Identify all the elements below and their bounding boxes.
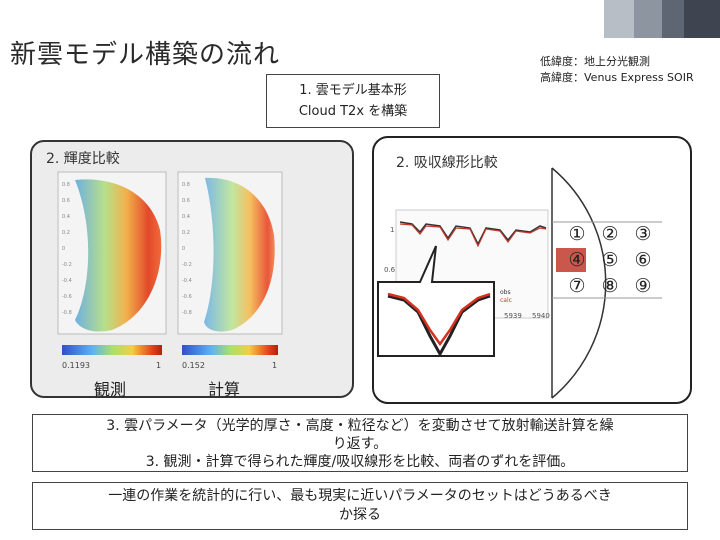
svg-text:-0.4: -0.4: [62, 278, 72, 284]
calc-y-ticks: 0.8 0.6 0.4 0.2 0 -0.2 -0.4 -0.6 -0.8: [182, 182, 192, 316]
note-low-latitude: 低緯度：地上分光観測: [540, 55, 650, 68]
step4-line1: 一連の作業を統計的に行い、最も現実に近いパラメータのセットはどうあるべき: [108, 488, 612, 504]
caption-calculation: 計算: [208, 380, 241, 399]
step1-box: 1. 雲モデル基本形 Cloud T2x を構築: [266, 74, 440, 128]
region-3[interactable]: ③: [634, 223, 652, 245]
spectrum-tick-1: 1: [390, 226, 394, 234]
obs-cbar-max: 1: [156, 361, 161, 370]
obs-y-ticks: 0.8 0.6 0.4 0.2 0 -0.2 -0.4 -0.6 -0.8: [62, 182, 72, 316]
step3-box: 3. 雲パラメータ（光学的厚さ・高度・粒径など）を変動させて放射輸送計算を繰 り…: [32, 414, 688, 472]
step3-line2: り返す。: [332, 436, 388, 452]
region-2[interactable]: ②: [601, 223, 619, 245]
svg-text:-0.2: -0.2: [182, 262, 192, 268]
region-grid: ① ② ③ ④ ⑤ ⑥ ⑦ ⑧ ⑨: [562, 222, 658, 298]
svg-text:-0.8: -0.8: [62, 310, 72, 316]
calc-colorbar: [182, 345, 278, 355]
svg-text:0.8: 0.8: [62, 182, 70, 188]
page-title: 新雲モデル構築の流れ: [10, 40, 281, 70]
svg-text:0: 0: [62, 246, 65, 252]
zoom-callout: [377, 245, 495, 357]
spectrum-tick-06: 0.6: [384, 266, 396, 274]
svg-text:-0.4: -0.4: [182, 278, 192, 284]
legend-obs: obs: [500, 289, 511, 296]
step1-line2: Cloud T2x を構築: [298, 104, 408, 119]
note-high-latitude: 高緯度：Venus Express SOIR: [540, 71, 694, 84]
region-9[interactable]: ⑨: [634, 275, 652, 297]
region-5[interactable]: ⑤: [601, 249, 619, 271]
svg-text:0.4: 0.4: [62, 214, 70, 220]
region-4[interactable]: ④: [568, 249, 586, 271]
zoom-calc-line: [387, 292, 491, 347]
header-bar: [0, 0, 720, 38]
svg-text:-0.6: -0.6: [182, 294, 192, 300]
spectrum-obs-line: [399, 221, 547, 246]
region-8[interactable]: ⑧: [601, 275, 619, 297]
legend-calc: calc: [500, 297, 512, 304]
spectrum-calc-line: [399, 223, 547, 248]
obs-colorbar: [62, 345, 162, 355]
calc-cbar-max: 1: [272, 361, 277, 370]
spectrum-xtick-2: 5940: [532, 312, 550, 320]
selected-cell-highlight: [556, 248, 586, 272]
caption-observation: 観測: [94, 380, 127, 399]
region-7[interactable]: ⑦: [568, 275, 586, 297]
brightness-label: 2. 輝度比較: [46, 151, 120, 167]
zoom-obs-line: [387, 294, 491, 358]
svg-text:0.4: 0.4: [182, 214, 190, 220]
venus-half-disk: [551, 167, 607, 399]
step4-line2: か探る: [339, 507, 381, 523]
svg-text:0.2: 0.2: [182, 230, 190, 236]
svg-text:0.6: 0.6: [182, 198, 190, 204]
svg-text:0.2: 0.2: [62, 230, 70, 236]
svg-text:-0.2: -0.2: [62, 262, 72, 268]
svg-text:0.8: 0.8: [182, 182, 190, 188]
svg-text:-0.8: -0.8: [182, 310, 192, 316]
obs-venus-disk: [75, 179, 162, 332]
calc-cbar-min: 0.152: [182, 361, 205, 370]
region-1[interactable]: ①: [568, 223, 586, 245]
step3-line1: 3. 雲パラメータ（光学的厚さ・高度・粒径など）を変動させて放射輸送計算を繰: [106, 418, 614, 434]
step4-box: 一連の作業を統計的に行い、最も現実に近いパラメータのセットはどうあるべき か探る: [32, 482, 688, 530]
step1-line1: 1. 雲モデル基本形: [299, 83, 407, 98]
observation-note: 低緯度：地上分光観測 高緯度：Venus Express SOIR: [540, 54, 694, 86]
svg-text:0.6: 0.6: [62, 198, 70, 204]
region-6[interactable]: ⑥: [634, 249, 652, 271]
svg-text:-0.6: -0.6: [62, 294, 72, 300]
absorption-label: 2. 吸収線形比較: [396, 155, 498, 171]
obs-cbar-min: 0.1193: [62, 361, 90, 370]
spectrum-xtick-1: 5939: [504, 312, 522, 320]
step3-line3: 3. 観測・計算で得られた輝度/吸収線形を比較、両者のずれを評価。: [145, 454, 575, 470]
svg-text:0: 0: [182, 246, 185, 252]
calc-venus-disk: [204, 177, 275, 332]
